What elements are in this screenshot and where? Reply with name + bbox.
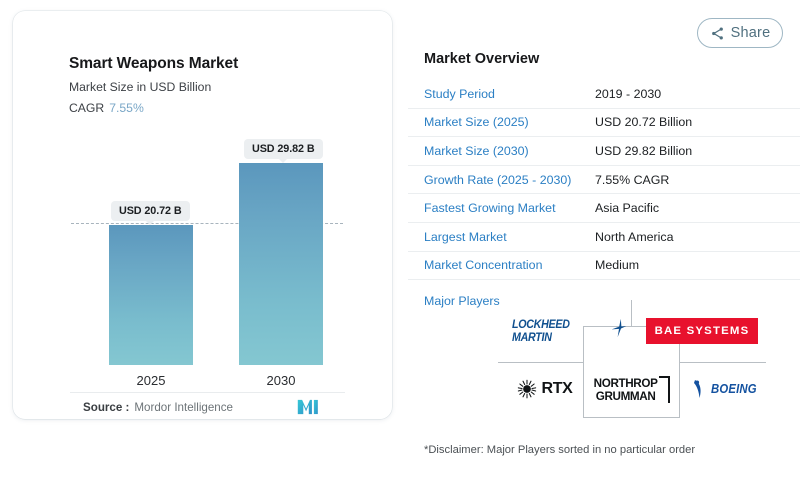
major-players-disclaimer: *Disclaimer: Major Players sorted in no … [424,444,696,456]
row-value: North America [595,229,674,244]
source-attribution: Source : Mordor Intelligence [83,401,233,414]
cagr-value: 7.55% [109,101,144,115]
chart-title: Smart Weapons Market [69,55,239,72]
table-row: Study Period 2019 - 2030 [408,80,800,109]
row-value: Medium [595,258,640,273]
data-label-2030: USD 29.82 B [244,139,323,159]
row-key: Growth Rate (2025 - 2030) [424,172,572,187]
logo-boeing: BOEING [686,374,768,404]
row-key: Study Period [424,86,495,101]
reference-dashed-line [71,223,343,224]
table-row: Market Size (2025) USD 20.72 Billion [408,109,800,138]
row-value: 2019 - 2030 [595,86,662,101]
source-label: Source : [83,401,130,414]
boeing-swoosh-icon [693,380,701,398]
share-icon [710,26,725,41]
chart-cagr: CAGR 7.55% [69,101,144,115]
row-key: Market Size (2025) [424,115,529,130]
table-row: Growth Rate (2025 - 2030) 7.55% CAGR [408,166,800,195]
chart-card: Smart Weapons Market Market Size in USD … [13,11,392,419]
logo-lockheed-martin: LOCKHEED MARTIN [512,312,627,350]
logo-bae-systems-text: BAE SYSTEMS [654,325,750,337]
mordor-intelligence-logo [297,399,319,415]
table-row: Fastest Growing Market Asia Pacific [408,194,800,223]
market-overview-table: Study Period 2019 - 2030 Market Size (20… [408,80,800,281]
row-value: Asia Pacific [595,201,660,216]
chart-subtitle: Market Size in USD Billion [69,80,212,94]
logo-rtx-text: RTX [541,380,573,397]
row-key: Market Concentration [424,258,543,273]
row-key: Fastest Growing Market [424,201,556,216]
table-row: Market Concentration Medium [408,252,800,281]
bar-2025[interactable] [109,225,193,365]
share-button[interactable]: Share [697,18,783,48]
row-value: 7.55% CAGR [595,172,670,187]
bar-2030[interactable] [239,163,323,365]
logo-bae-systems: BAE SYSTEMS [646,318,758,344]
logo-boeing-text: BOEING [710,382,757,396]
logo-rtx: RTX [510,372,580,406]
rtx-burst-icon [518,379,537,399]
logo-lockheed-martin-text: LOCKHEED MARTIN [512,318,570,344]
table-row: Largest Market North America [408,223,800,252]
bar-chart-plot: USD 20.72 B USD 29.82 B 2025 2030 [13,11,392,419]
source-divider [70,392,345,393]
table-row: Market Size (2030) USD 29.82 Billion [408,137,800,166]
x-tick-2025: 2025 [136,373,166,388]
market-overview-title: Market Overview [424,51,540,67]
data-label-2025: USD 20.72 B [111,201,190,221]
major-players-logo-grid: LOCKHEED MARTIN BAE SYSTEMS [498,300,766,418]
row-key: Market Size (2030) [424,143,529,158]
logo-northrop-grumman-line2: GRUMMAN [595,389,656,403]
row-value: USD 29.82 Billion [595,143,693,158]
northrop-bracket-icon [659,376,671,403]
cagr-label: CAGR [69,101,105,115]
source-value: Mordor Intelligence [134,401,233,414]
share-button-label: Share [730,25,771,41]
logo-bae-systems-chip: BAE SYSTEMS [646,318,758,344]
major-players-title: Major Players [424,294,500,308]
row-value: USD 20.72 Billion [595,115,693,130]
x-tick-2030: 2030 [266,373,296,388]
row-key: Largest Market [424,229,507,244]
logo-northrop-grumman-line1: NORTHROP [593,376,658,391]
logo-northrop-grumman: NORTHROP GRUMMAN [586,370,677,410]
